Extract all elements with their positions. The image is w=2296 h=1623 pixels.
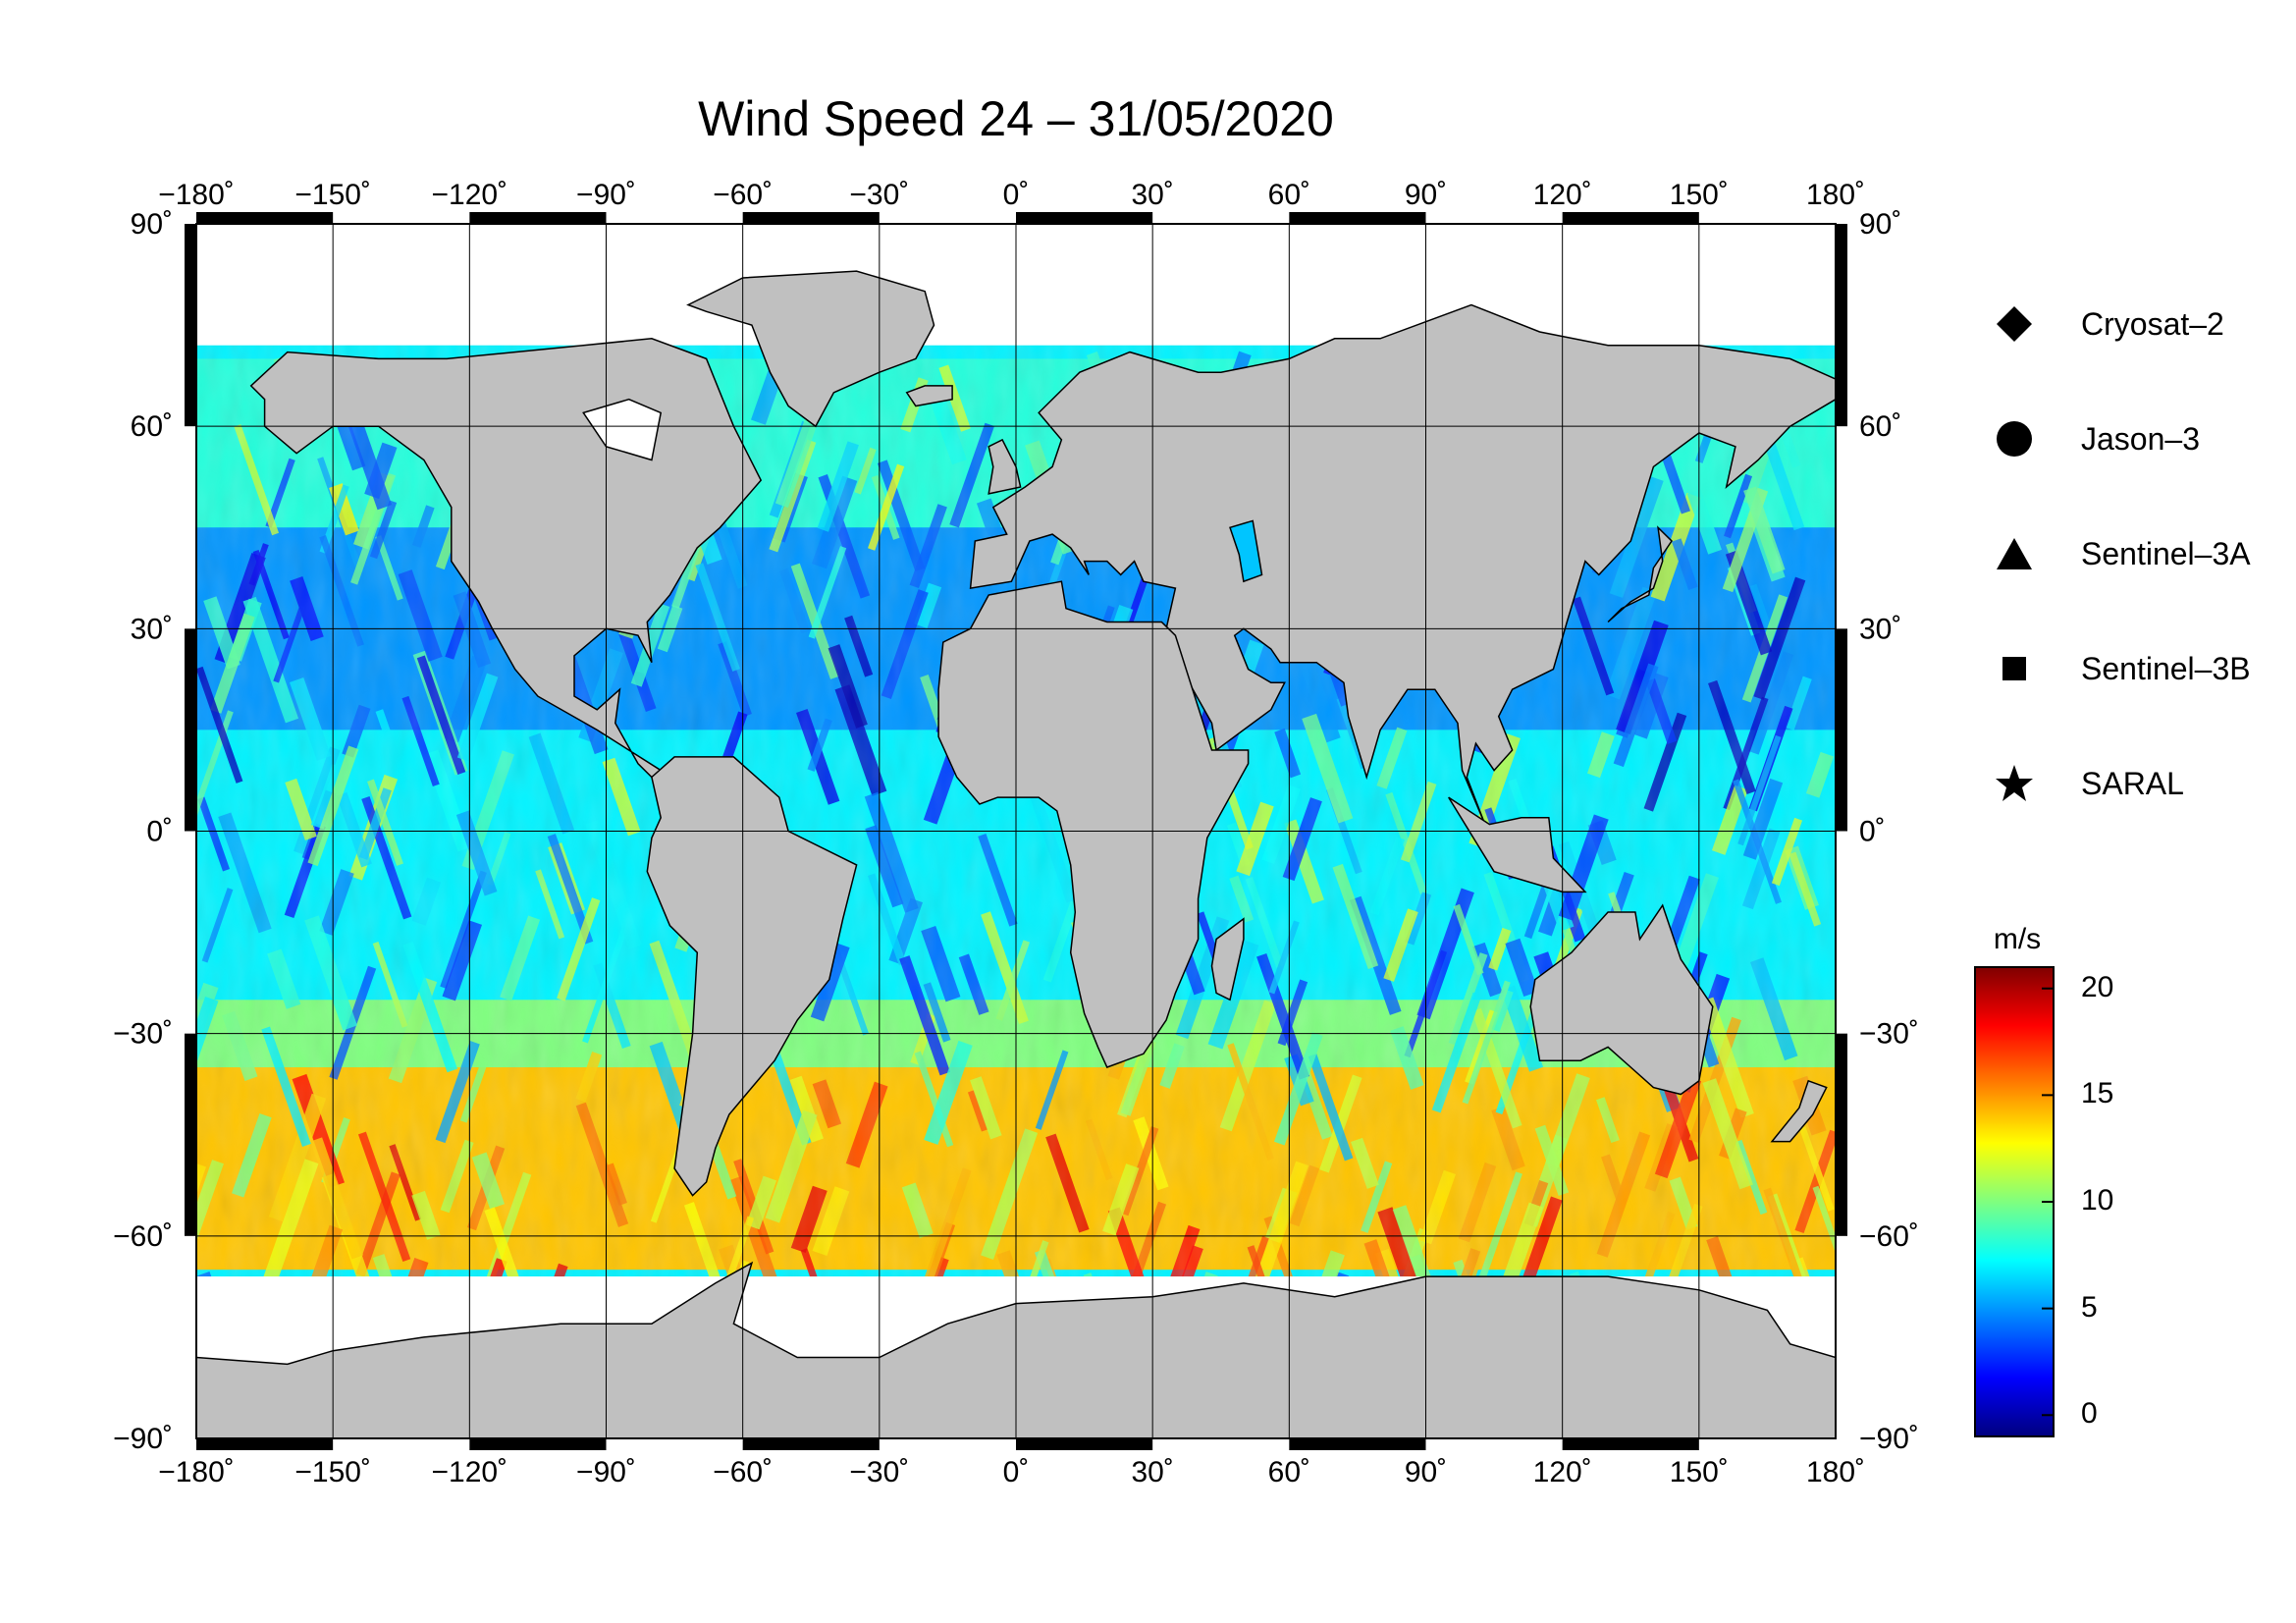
lat-tick-label-left: −30˚ [113, 1018, 173, 1051]
chart-title: Wind Speed 24 – 31/05/2020 [698, 91, 1334, 146]
lon-tick-label-top: −120˚ [432, 179, 508, 211]
legend-label: Sentinel–3A [2081, 535, 2251, 571]
frame-bar-left [185, 628, 196, 832]
lat-tick-label-left: 0˚ [146, 816, 173, 848]
map-body [196, 224, 1836, 1438]
axis-tick-labels: −180˚ −180˚ −150˚ −150˚ −120˚ −120˚ −90˚ −90˚ −6… [113, 179, 1919, 1488]
lon-tick-label-bottom: −60˚ [713, 1456, 773, 1488]
colorbar-tick-label: 5 [2081, 1290, 2098, 1324]
lon-tick-label-bottom: −90˚ [576, 1456, 636, 1488]
lat-tick-label-left: 60˚ [131, 410, 173, 443]
colorbar [1974, 966, 2055, 1437]
frame-bar-bottom [1016, 1438, 1153, 1450]
legend-label: Jason–3 [2081, 420, 2200, 457]
legend-label: Cryosat–2 [2081, 305, 2224, 342]
frame-bar-left [185, 224, 196, 427]
lon-tick-label-bottom: −120˚ [432, 1456, 508, 1488]
legend-item: Sentinel–3A [1993, 534, 2251, 573]
lon-tick-label-bottom: 60˚ [1268, 1456, 1310, 1488]
triangle-icon [1993, 532, 2036, 575]
colorbar-tick-label: 15 [2081, 1077, 2114, 1110]
lon-tick-label-bottom: −180˚ [158, 1456, 235, 1488]
lon-tick-label-bottom: 120˚ [1533, 1456, 1592, 1488]
legend-item: SARAL [1993, 764, 2184, 803]
frame-bar-bottom [1562, 1438, 1699, 1450]
frame-bar-right [1836, 1033, 1847, 1236]
lon-tick-label-bottom: 180˚ [1806, 1456, 1865, 1488]
frame-bar-right [1836, 628, 1847, 832]
lat-tick-label-left: −60˚ [113, 1220, 173, 1253]
land-indonesia [1448, 796, 1587, 893]
lon-tick-label-top: 30˚ [1131, 179, 1173, 211]
lon-tick-label-top: −60˚ [713, 179, 773, 211]
lon-tick-label-bottom: 150˚ [1670, 1456, 1729, 1488]
lon-tick-label-top: 90˚ [1405, 179, 1447, 211]
frame-bar-right [1836, 224, 1847, 427]
lon-tick-label-bottom: −30˚ [849, 1456, 909, 1488]
frame-bar-bottom [196, 1438, 334, 1450]
frame-bar-top [1289, 212, 1426, 224]
lat-tick-label-right: 0˚ [1859, 816, 1886, 848]
land-uk [988, 438, 1022, 495]
lon-tick-label-top: 120˚ [1533, 179, 1592, 211]
land-south-america [646, 756, 858, 1197]
land-iceland [905, 385, 953, 407]
colorbar-tick-label: 10 [2081, 1184, 2114, 1217]
lat-tick-label-left: 30˚ [131, 613, 173, 645]
lon-tick-label-bottom: −150˚ [294, 1456, 371, 1488]
frame-bar-top [1562, 212, 1699, 224]
map-frame-bars [185, 212, 1847, 1450]
frame-bar-left [185, 1033, 196, 1236]
lon-tick-label-top: −150˚ [294, 179, 371, 211]
circle-icon [1993, 417, 2036, 460]
lat-tick-label-right: −60˚ [1859, 1220, 1919, 1253]
land-greenland [686, 270, 935, 428]
hudson-bay [582, 398, 663, 461]
colorbar-gradient [1974, 966, 2055, 1437]
frame-bar-top [742, 212, 880, 224]
frame-bar-top [196, 212, 334, 224]
legend-item: Sentinel–3B [1993, 649, 2251, 688]
lat-tick-label-right: −30˚ [1859, 1018, 1919, 1051]
frame-bar-top [1016, 212, 1153, 224]
colorbar-tick-label: 0 [2081, 1397, 2098, 1431]
legend-label: SARAL [2081, 765, 2184, 801]
colorbar-unit: m/s [1993, 923, 2042, 955]
lon-tick-label-top: −30˚ [849, 179, 909, 211]
lon-tick-label-top: −180˚ [158, 179, 235, 211]
land-madagascar [1210, 917, 1245, 1001]
lon-tick-label-bottom: 30˚ [1131, 1456, 1173, 1488]
land-japan [1607, 525, 1673, 623]
lon-tick-label-bottom: 90˚ [1405, 1456, 1447, 1488]
frame-bar-bottom [742, 1438, 880, 1450]
caspian-sea [1229, 519, 1263, 583]
lat-tick-label-right: 60˚ [1859, 410, 1901, 443]
lat-tick-label-left: 90˚ [131, 208, 173, 241]
lon-tick-label-bottom: 0˚ [1003, 1456, 1030, 1488]
land-new-zealand [1770, 1079, 1828, 1143]
lat-tick-label-right: −90˚ [1859, 1423, 1919, 1455]
lon-tick-label-top: −90˚ [576, 179, 636, 211]
lat-tick-label-right: 90˚ [1859, 208, 1901, 241]
star-icon [1993, 762, 2036, 805]
frame-bar-top [469, 212, 607, 224]
diamond-icon [1993, 302, 2036, 346]
square-icon [1993, 647, 2036, 690]
legend-item: Jason–3 [1993, 419, 2200, 459]
lon-tick-label-top: 60˚ [1268, 179, 1310, 211]
graticule [196, 224, 1836, 1438]
lat-tick-label-left: −90˚ [113, 1423, 173, 1455]
legend-item: Cryosat–2 [1993, 304, 2224, 344]
colorbar-tick-label: 20 [2081, 970, 2114, 1003]
frame-bar-bottom [469, 1438, 607, 1450]
lon-tick-label-top: 150˚ [1670, 179, 1729, 211]
legend-label: Sentinel–3B [2081, 650, 2251, 686]
lon-tick-label-top: 0˚ [1003, 179, 1030, 211]
lat-tick-label-right: 30˚ [1859, 613, 1901, 645]
frame-bar-bottom [1289, 1438, 1426, 1450]
lon-tick-label-top: 180˚ [1806, 179, 1865, 211]
